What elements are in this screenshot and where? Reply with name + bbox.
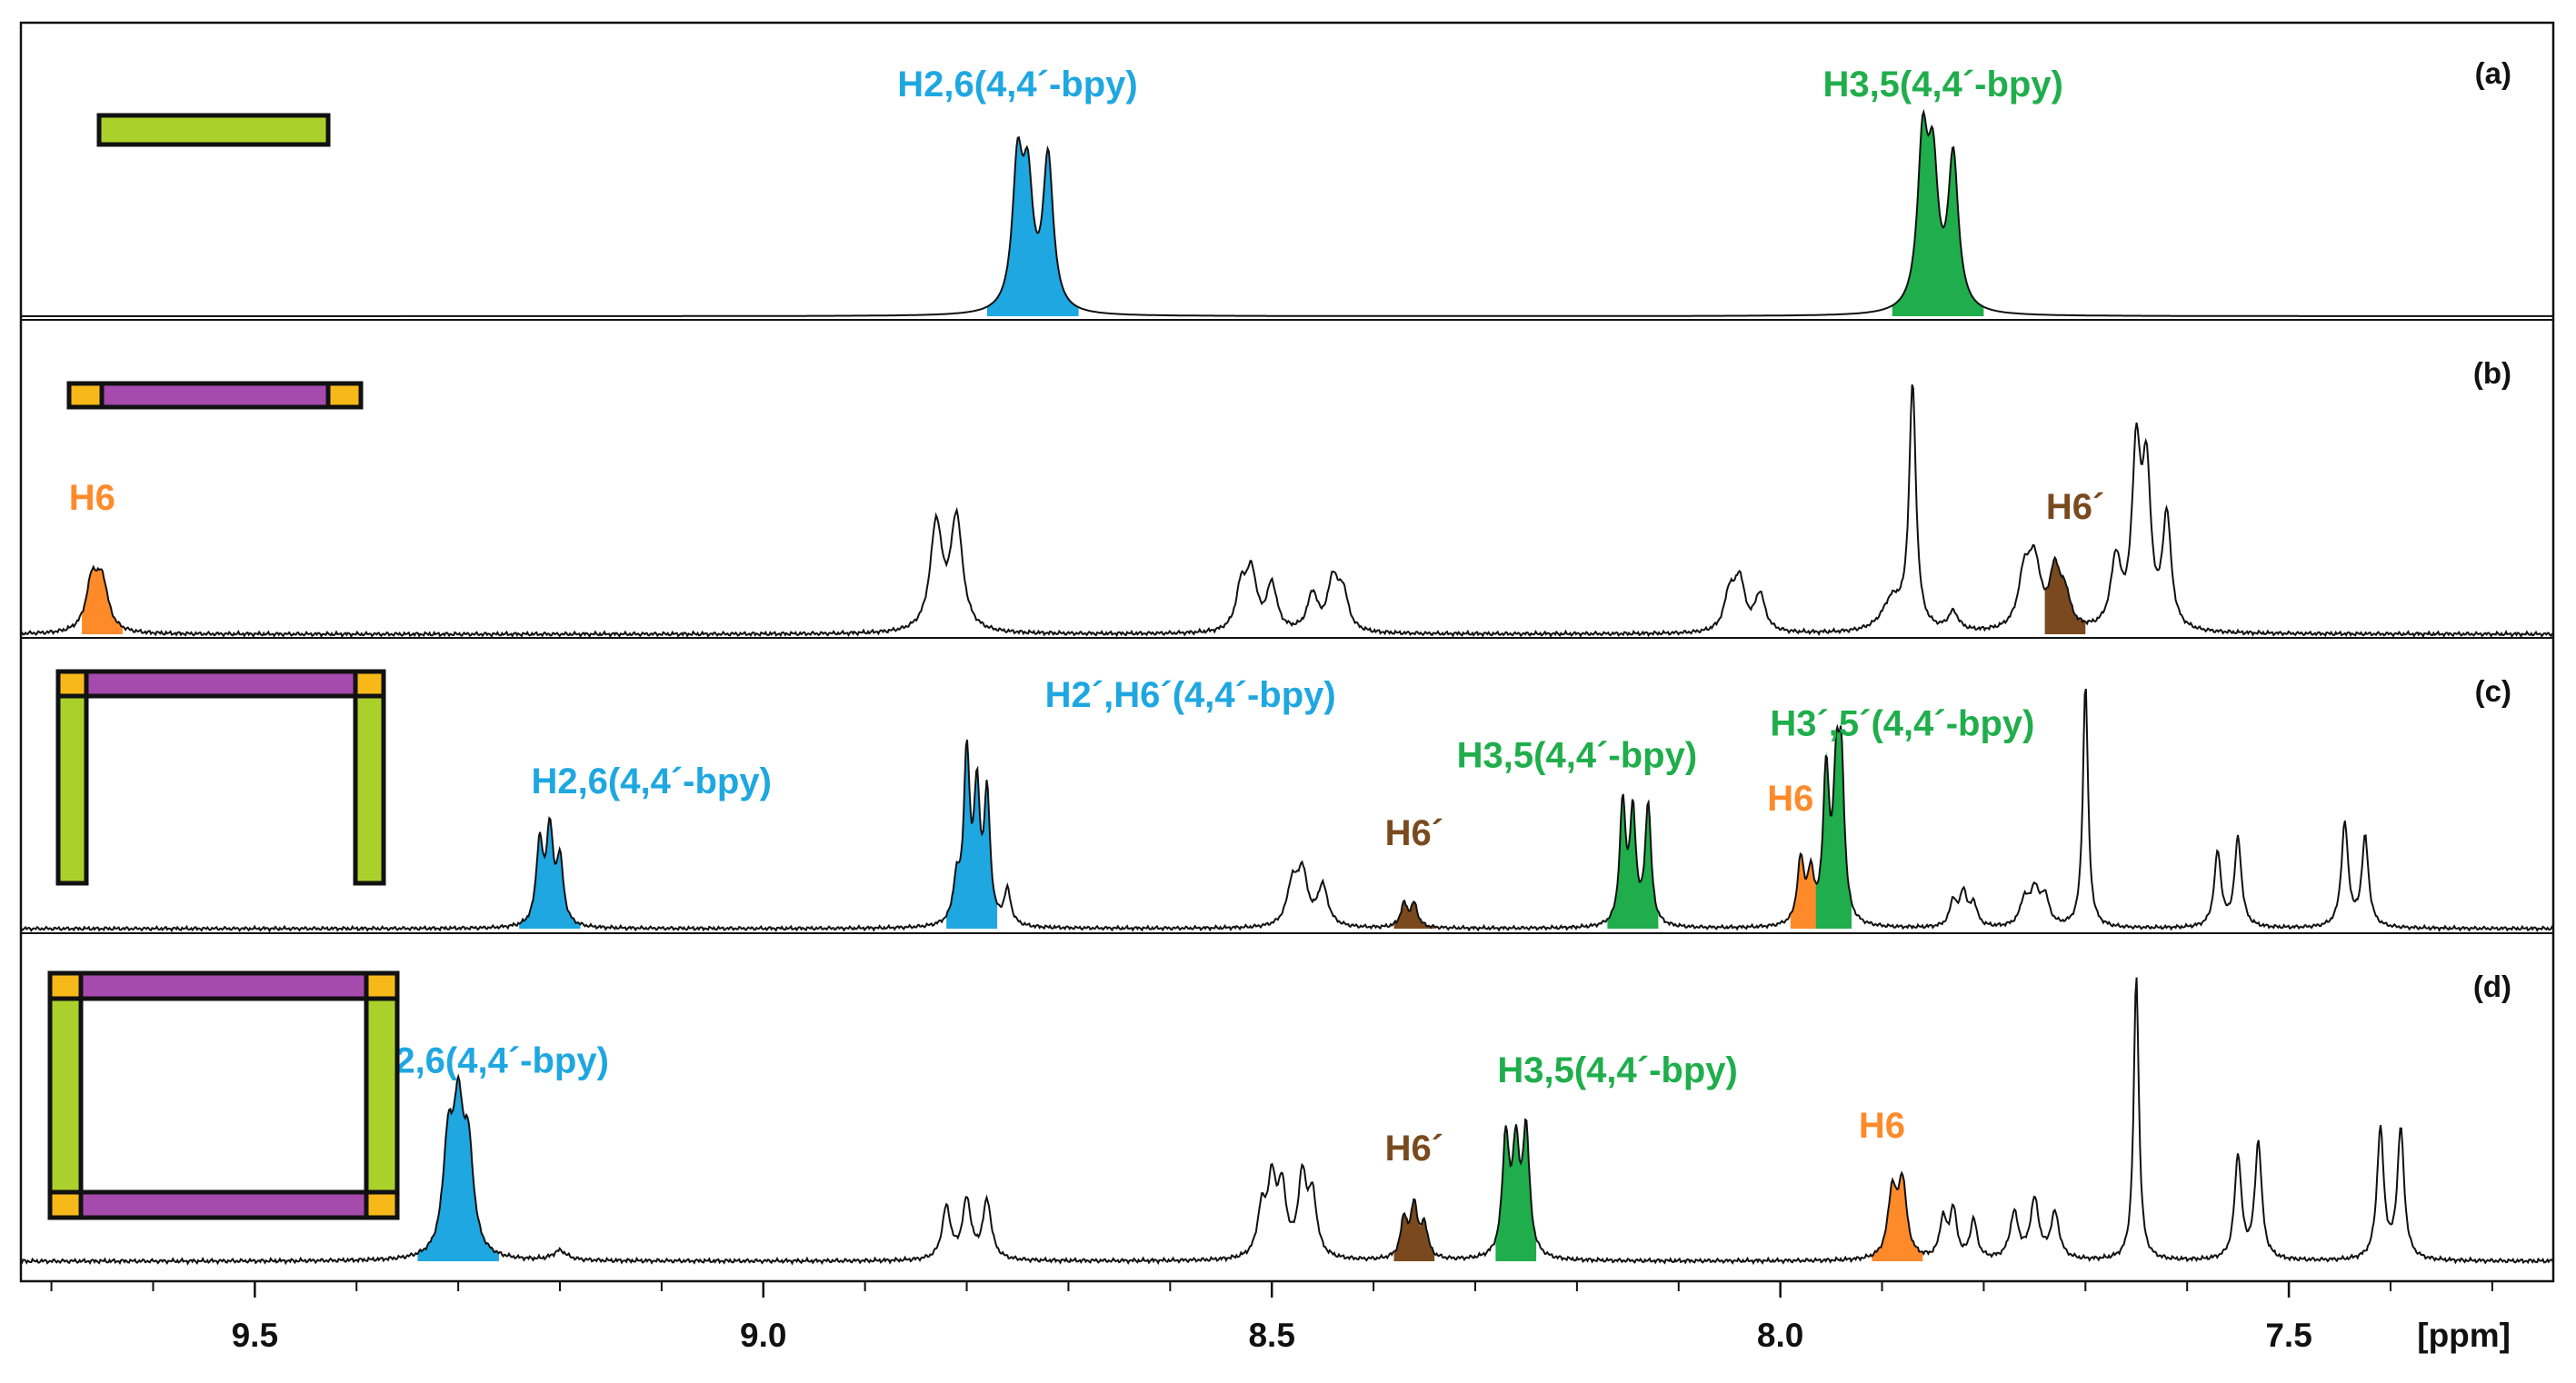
spectrum-trace — [20, 383, 2554, 639]
icon-linker-bar — [96, 113, 331, 147]
peak-annotation: H6 — [1767, 779, 1813, 819]
x-tick-label: 8.5 — [1248, 1317, 1294, 1354]
x-axis-label: [ppm] — [2417, 1317, 2511, 1354]
peak-annotation: H6 — [1859, 1106, 1905, 1146]
icon-corner-block — [364, 1189, 400, 1220]
peak-fill — [417, 1077, 499, 1261]
peak-fill — [986, 136, 1079, 316]
x-tick-label: 7.5 — [2265, 1317, 2311, 1354]
icon-linker-bar — [47, 970, 400, 1001]
icon-linker-bar — [66, 381, 364, 410]
molecule-schematic-icon — [66, 381, 364, 410]
peak-fill — [1393, 901, 1435, 929]
icon-linker-bar — [55, 669, 386, 699]
icon-corner-block — [55, 669, 89, 699]
peak-fill — [946, 738, 998, 929]
icon-corner-block — [47, 970, 84, 1001]
peak-fill — [1495, 1118, 1537, 1261]
molecule-schematic-icon — [96, 113, 331, 147]
peak-annotation: H6 — [69, 478, 115, 518]
spectrum-panel: (d) H2,6(4,4´-bpy) H6´ H3,5(4,4´-bpy) H6 — [20, 970, 2554, 1266]
icon-linker-bar — [364, 970, 400, 1220]
icon-linker-bar — [47, 970, 84, 1220]
x-tick-label: 9.5 — [232, 1317, 278, 1354]
peak-annotation: H2´,H6´(4,4´-bpy) — [1045, 675, 1336, 715]
panel-label: (c) — [2475, 674, 2511, 708]
peak-annotation: H6´ — [1385, 813, 1443, 853]
molecule-schematic-icon — [55, 669, 386, 886]
molecule-schematic-icon — [47, 970, 400, 1220]
spectrum-panel: (c) H2,6(4,4´-bpy) H2´,H6´(4,4´-bpy) H6´ H3,… — [20, 669, 2554, 933]
peak-fill — [82, 567, 123, 634]
panel-label: (a) — [2475, 56, 2511, 90]
spectrum-trace — [20, 688, 2554, 933]
icon-corner-block — [47, 1189, 84, 1220]
spectrum-panel: (b) H6 H6´ — [20, 356, 2554, 639]
spectrum-trace — [20, 977, 2554, 1266]
spectrum-panel: (a) H2,6(4,4´-bpy) H3,5(4,4´-bpy) — [21, 56, 2553, 317]
icon-corner-block — [353, 669, 386, 699]
peak-annotation: H2,6(4,4´-bpy) — [368, 1040, 609, 1080]
icon-linker-bar — [353, 669, 386, 886]
peak-annotation: H3,5(4,4´-bpy) — [1822, 65, 2063, 104]
x-tick-label: 9.0 — [740, 1317, 786, 1354]
icon-corner-block — [364, 970, 400, 1001]
icon-corner-block — [325, 381, 364, 410]
peak-annotation: H2,6(4,4´-bpy) — [897, 65, 1138, 104]
panel-label: (d) — [2473, 970, 2511, 1003]
peak-annotation: H3,5(4,4´-bpy) — [1497, 1050, 1738, 1090]
icon-linker-bar — [55, 669, 89, 886]
peak-fill — [1607, 792, 1659, 929]
icon-corner-block — [66, 381, 105, 410]
peak-annotation: H6´ — [1385, 1129, 1443, 1169]
peak-annotation: H2,6(4,4´-bpy) — [531, 761, 772, 801]
peak-fill — [1790, 852, 1822, 929]
panel-label: (b) — [2473, 356, 2511, 390]
spectrum-trace — [21, 108, 2553, 317]
x-tick-label: 8.0 — [1757, 1317, 1803, 1354]
peak-fill — [1872, 1171, 1923, 1261]
peak-annotation: H3,5(4,4´-bpy) — [1457, 736, 1698, 776]
peak-fill — [1892, 112, 1984, 316]
icon-linker-bar — [47, 1189, 400, 1220]
peak-annotation: H3´,5´(4,4´-bpy) — [1770, 704, 2034, 744]
plot-frame — [19, 21, 2555, 1283]
peak-annotation: H6´ — [2046, 487, 2104, 527]
